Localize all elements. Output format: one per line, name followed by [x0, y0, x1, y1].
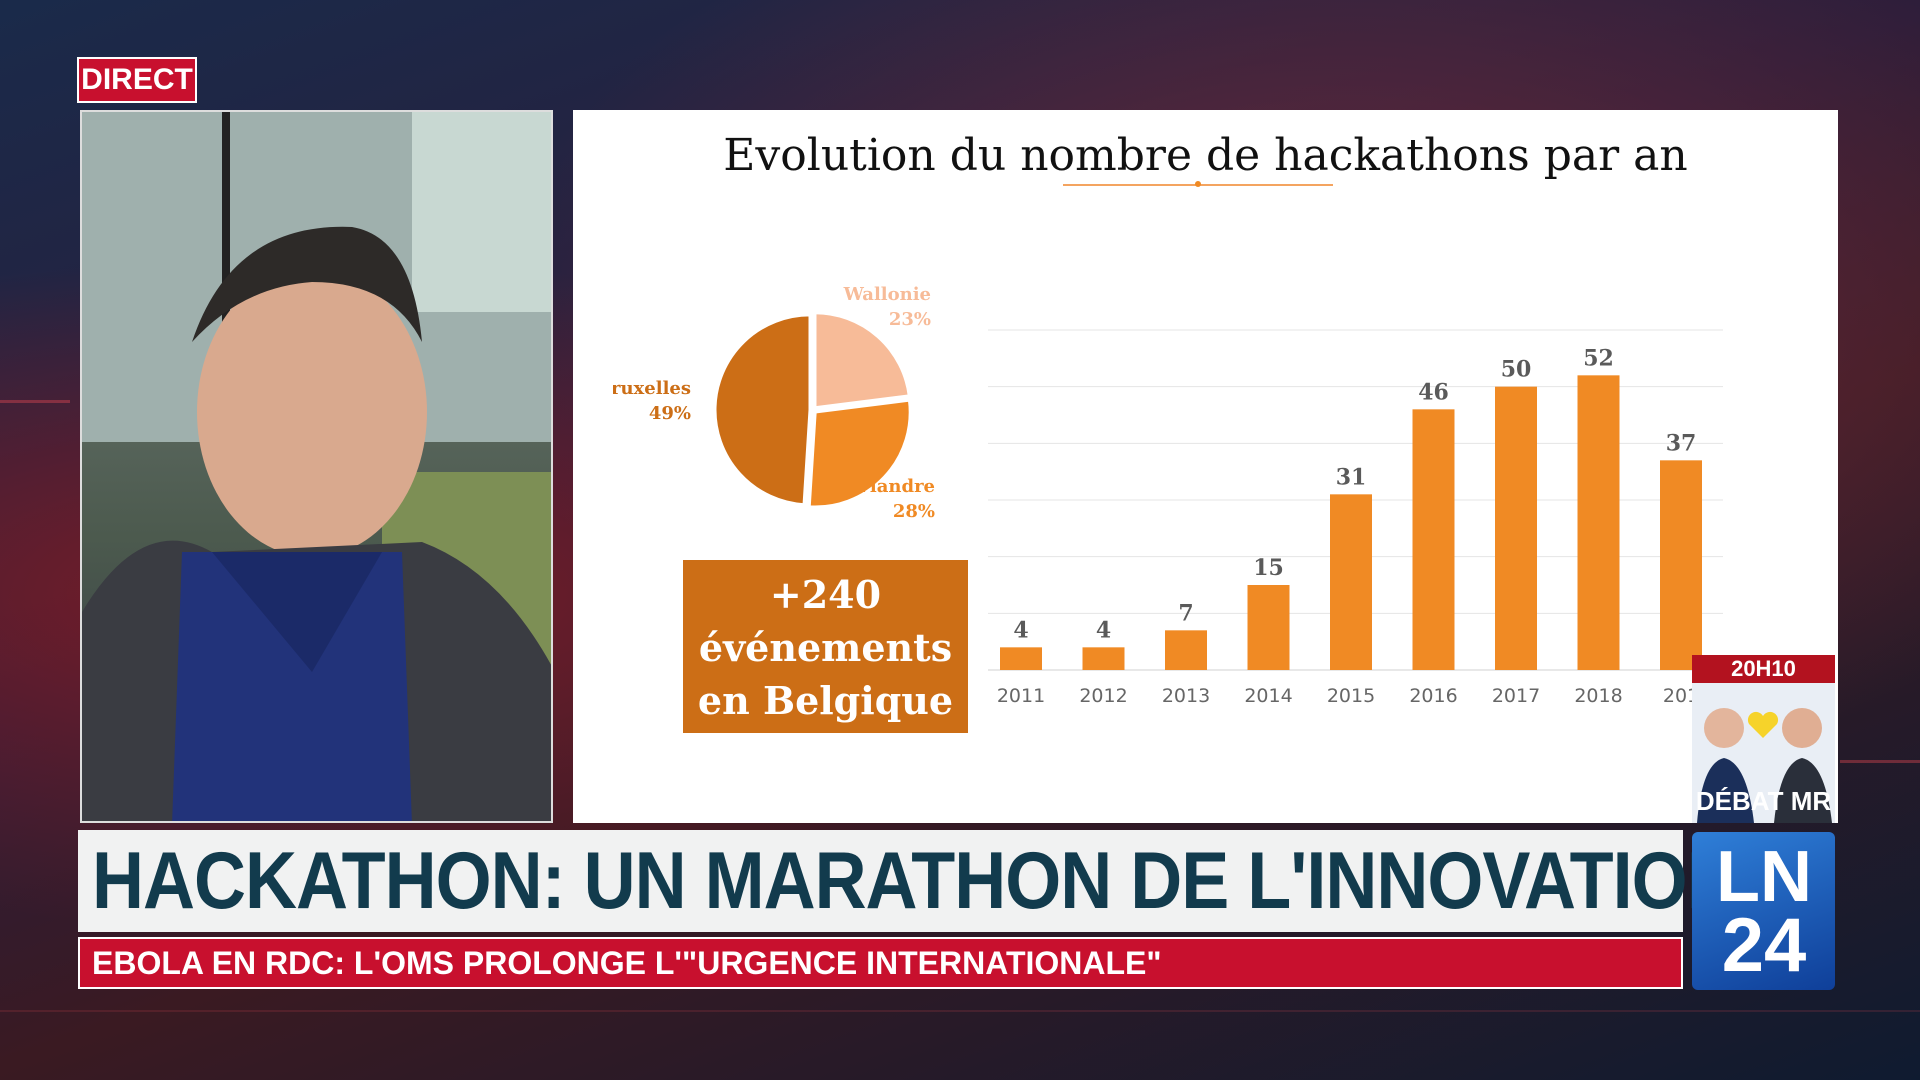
- promo-tile[interactable]: 20H10 DÉBAT MR: [1692, 655, 1835, 823]
- stat-line-1: +240: [769, 572, 882, 617]
- bar-value-label: 31: [1336, 464, 1367, 490]
- events-stat-box: +240 événements en Belgique: [683, 560, 968, 733]
- ln24-logo: LN 24: [1692, 832, 1835, 990]
- chart-title: Evolution du nombre de hackathons par an: [723, 130, 1688, 181]
- background-streak: [1840, 760, 1920, 763]
- pie-chart: Wallonie 23% Flandre 28% Bruxelles 49%: [613, 284, 935, 522]
- x-tick-label: 2014: [1244, 685, 1292, 707]
- bar-2014: [1247, 585, 1290, 670]
- live-badge: DIRECT: [77, 57, 197, 103]
- guest-illustration: [82, 112, 551, 821]
- bar-value-label: 7: [1178, 600, 1193, 626]
- bar-2012: [1082, 647, 1125, 670]
- heart-icon: [1747, 711, 1779, 738]
- bar-value-label: 4: [1096, 617, 1111, 643]
- x-tick-label: 2011: [997, 685, 1045, 707]
- x-tick-label: 201: [1663, 685, 1699, 707]
- logo-text-bottom: 24: [1721, 903, 1806, 984]
- bar-value-label: 52: [1583, 345, 1614, 371]
- guest-video-feed: [80, 110, 553, 823]
- ticker-text: EBOLA EN RDC: L'OMS PROLONGE L'"URGENCE …: [92, 944, 1162, 981]
- chart-slide: Evolution du nombre de hackathons par an…: [573, 110, 1838, 823]
- pie-label-name: Bruxelles: [613, 378, 691, 399]
- bar-value-label: 46: [1418, 379, 1449, 405]
- x-tick-label: 2013: [1162, 685, 1210, 707]
- pie-slice-flandre: [807, 398, 912, 509]
- background-streak: [0, 1010, 1920, 1012]
- stat-line-2: événements: [698, 625, 953, 670]
- pie-label-percent: 23%: [889, 309, 931, 330]
- bar-value-label: 4: [1013, 617, 1028, 643]
- x-tick-label: 2012: [1079, 685, 1127, 707]
- bar-2015: [1330, 494, 1372, 670]
- bar-2018: [1577, 375, 1620, 670]
- bar-2011: [1000, 647, 1042, 670]
- x-tick-label: 2015: [1327, 685, 1375, 707]
- bar-chart: 4 2011 4 2012 7 2013 15 2014 31 2015 46 2016 50 2017 5…: [988, 329, 1723, 707]
- ticker-bar: EBOLA EN RDC: L'OMS PROLONGE L'"URGENCE …: [78, 937, 1683, 989]
- bar-201: [1660, 460, 1702, 670]
- headline-text: HACKATHON: UN MARATHON DE L'INNOVATION: [92, 836, 1739, 926]
- headline-bar: HACKATHON: UN MARATHON DE L'INNOVATION: [78, 830, 1739, 932]
- promo-label: DÉBAT MR: [1695, 786, 1832, 816]
- x-tick-label: 2016: [1409, 685, 1457, 707]
- logo-text-top: LN: [1716, 839, 1812, 917]
- bar-2013: [1165, 630, 1207, 670]
- ln24-logo-mark: LN 24: [1716, 839, 1812, 984]
- promo-illustration: [1692, 683, 1835, 823]
- pie-label-name: Flandre: [857, 476, 935, 497]
- background-streak: [0, 400, 70, 403]
- bar-value-label: 15: [1253, 555, 1284, 581]
- x-tick-label: 2017: [1492, 685, 1540, 707]
- promo-time: 20H10: [1692, 655, 1835, 683]
- x-tick-label: 2018: [1574, 685, 1622, 707]
- pie-slice-wallonie: [813, 311, 911, 410]
- pie-label-percent: 28%: [893, 501, 935, 522]
- pie-slice-bruxelles: [713, 313, 812, 507]
- title-dot: [1195, 181, 1201, 187]
- pie-label-percent: 49%: [649, 403, 691, 424]
- stat-line-3: en Belgique: [697, 678, 954, 723]
- bar-2017: [1495, 386, 1537, 670]
- bar-value-label: 50: [1501, 357, 1532, 383]
- bar-2016: [1412, 409, 1455, 670]
- bar-value-label: 37: [1666, 430, 1697, 456]
- pie-label-name: Wallonie: [843, 284, 931, 305]
